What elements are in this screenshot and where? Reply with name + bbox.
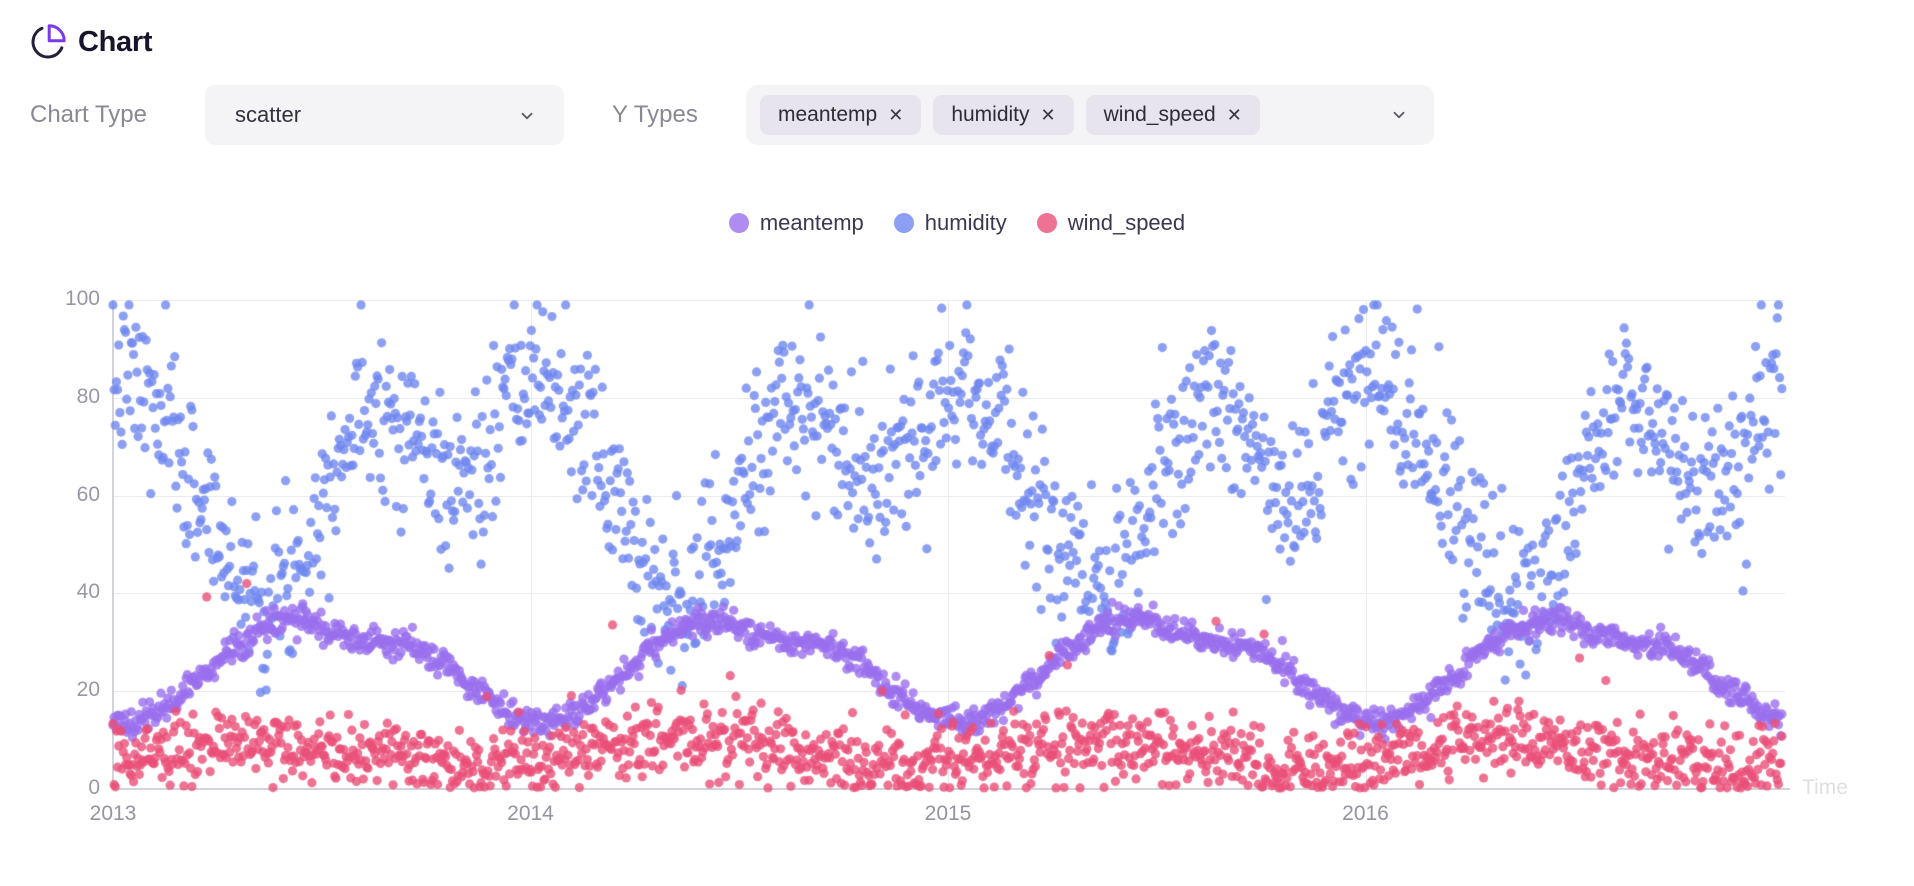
legend-item-wind_speed[interactable]: wind_speed	[1036, 210, 1186, 236]
chart-type-select[interactable]: scatter	[205, 85, 564, 145]
remove-tag-icon[interactable]: ✕	[888, 105, 904, 125]
legend-label: meantemp	[759, 210, 864, 235]
y-type-tag[interactable]: meantemp ✕	[760, 95, 922, 135]
legend-item-humidity[interactable]: humidity	[893, 210, 1007, 236]
legend-dot	[1036, 213, 1057, 233]
legend-label: wind_speed	[1067, 210, 1186, 235]
chevron-down-icon	[1393, 111, 1405, 119]
chevron-down-icon	[521, 112, 533, 120]
y-type-tag-label: wind_speed	[1103, 103, 1216, 126]
legend-label: humidity	[924, 210, 1007, 235]
remove-tag-icon[interactable]: ✕	[1040, 105, 1056, 125]
legend-dot	[893, 213, 914, 233]
page-title: Chart	[78, 25, 153, 58]
scatter-plot-canvas[interactable]	[0, 240, 1914, 886]
pie-chart-icon	[31, 24, 66, 59]
y-types-multiselect[interactable]: meantemp ✕ humidity ✕ wind_speed ✕	[746, 85, 1434, 145]
y-type-tags: meantemp ✕ humidity ✕ wind_speed ✕	[760, 95, 1260, 135]
legend-dot	[728, 213, 749, 233]
chart-type-value: scatter	[235, 102, 302, 127]
chart-type-label: Chart Type	[30, 101, 147, 128]
remove-tag-icon[interactable]: ✕	[1226, 105, 1242, 125]
y-type-tag-label: meantemp	[778, 103, 878, 126]
chart-legend: meantemp humidity wind_speed	[0, 210, 1914, 236]
y-type-tag[interactable]: wind_speed ✕	[1085, 95, 1260, 135]
y-type-tag-label: humidity	[951, 103, 1030, 126]
legend-item-meantemp[interactable]: meantemp	[728, 210, 864, 236]
y-types-label: Y Types	[612, 101, 698, 128]
y-type-tag[interactable]: humidity ✕	[933, 95, 1074, 135]
page-header: Chart	[30, 24, 153, 60]
